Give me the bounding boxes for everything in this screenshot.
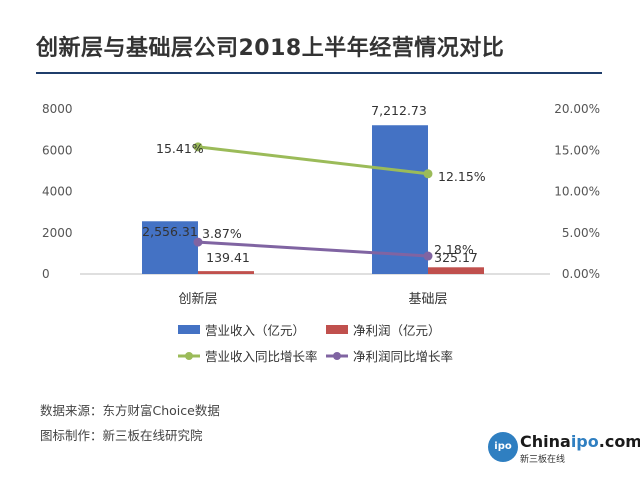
- legend-label: 净利润同比增长率: [353, 349, 453, 364]
- bar-revenue: [372, 125, 428, 274]
- point-revenue-growth: [423, 169, 433, 179]
- combo-chart: 8000 6000 4000 2000 0 20.00% 15.00% 10.00% 5.00%…: [42, 102, 600, 364]
- y-right-tick-label: 5.00%: [562, 226, 600, 240]
- logo-tagline: 新三板在线: [520, 455, 566, 465]
- y-right-tick-label: 0.00%: [562, 267, 600, 281]
- point-revenue-growth: [193, 142, 203, 152]
- legend-label: 营业收入同比增长率: [205, 349, 318, 364]
- line-label-revenue-growth: 15.41%: [156, 141, 204, 156]
- legend-label: 营业收入（亿元）: [205, 323, 305, 338]
- bar-label-revenue: 2,556.31: [142, 224, 198, 239]
- logo-name: Chinaipo.com: [520, 432, 640, 451]
- bar-revenue: [142, 221, 198, 274]
- legend-swatch: [178, 325, 200, 334]
- chart-maker-note: 图标制作：新三板在线研究院: [40, 428, 203, 443]
- logo-name-suffix: .com: [598, 432, 640, 451]
- logo-name-accent: ipo: [570, 432, 599, 451]
- x-category-label: 创新层: [178, 291, 217, 307]
- y-right-tick-label: 20.00%: [554, 102, 600, 116]
- y-left-tick-label: 6000: [42, 143, 73, 157]
- bar-profit: [198, 271, 254, 274]
- chart-title: 创新层与基础层公司2018上半年经营情况对比: [36, 36, 505, 61]
- line-label-revenue-growth: 12.15%: [438, 169, 486, 184]
- line-revenue-growth: [197, 145, 429, 176]
- point-profit-growth: [423, 251, 433, 261]
- data-source-note: 数据来源：东方财富Choice数据: [40, 403, 220, 418]
- line-label-profit-growth: 2.18%: [434, 242, 474, 257]
- y-left-tick-label: 0: [42, 267, 50, 281]
- bar-label-revenue: 7,212.73: [371, 103, 427, 118]
- y-right-tick-label: 15.00%: [554, 143, 600, 157]
- legend-marker: [333, 352, 341, 360]
- point-profit-growth: [193, 237, 203, 247]
- chinaipo-logo: ipo Chinaipo.com 新三板在线: [488, 430, 640, 470]
- legend-marker: [185, 352, 193, 360]
- bar-label-profit: 139.41: [206, 250, 250, 265]
- x-category-label: 基础层: [408, 292, 447, 307]
- y-left-tick-label: 4000: [42, 185, 73, 199]
- logo-name-prefix: China: [520, 432, 571, 451]
- bar-profit: [428, 267, 484, 274]
- logo-badge: ipo: [488, 432, 518, 462]
- title-underline: [36, 72, 602, 74]
- legend-label: 净利润（亿元）: [353, 323, 441, 338]
- y-left-tick-label: 8000: [42, 102, 73, 116]
- line-label-profit-growth: 3.87%: [202, 226, 242, 241]
- line-profit-growth: [197, 240, 429, 258]
- bar-label-profit: 325.17: [434, 250, 478, 265]
- y-right-tick-label: 10.00%: [554, 185, 600, 199]
- legend-swatch: [326, 325, 348, 334]
- y-left-tick-label: 2000: [42, 226, 73, 240]
